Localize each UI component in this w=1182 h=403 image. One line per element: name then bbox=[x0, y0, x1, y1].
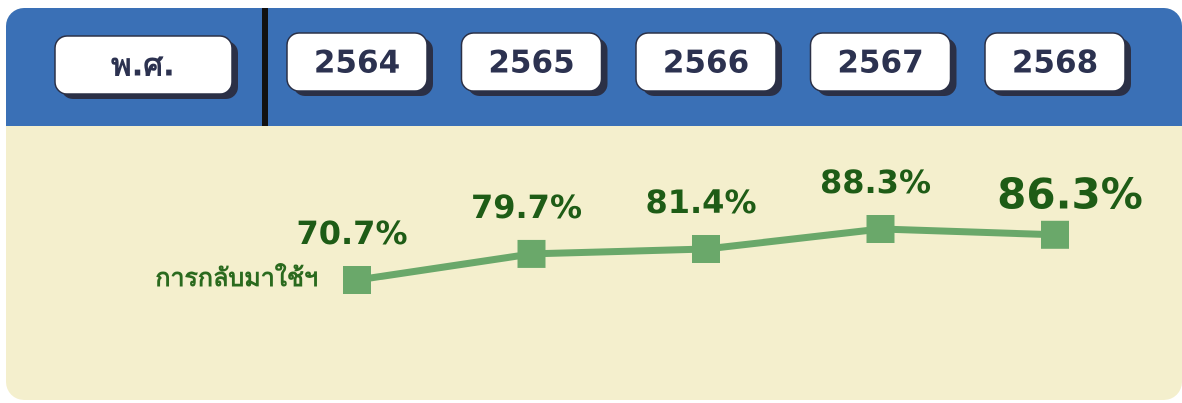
year-label: 2568 bbox=[1012, 45, 1098, 81]
marker bbox=[517, 239, 546, 268]
year-box bbox=[460, 32, 603, 92]
value-label: 81.4% bbox=[645, 183, 756, 221]
year-box bbox=[809, 32, 952, 92]
marker bbox=[866, 215, 895, 243]
header-label: พ.ศ. bbox=[111, 48, 175, 84]
year-label: 2566 bbox=[663, 45, 749, 81]
value-label: 79.7% bbox=[471, 188, 582, 226]
year-label: 2565 bbox=[488, 45, 574, 81]
marker bbox=[692, 234, 720, 263]
divider bbox=[262, 8, 268, 126]
marker bbox=[343, 266, 371, 294]
value-label: 70.7% bbox=[296, 214, 407, 252]
year-label: 2567 bbox=[837, 45, 923, 81]
value-label: 86.3% bbox=[997, 169, 1143, 218]
year-box bbox=[286, 32, 428, 92]
year-box bbox=[635, 32, 777, 92]
value-label: 88.3% bbox=[820, 163, 931, 201]
header-box bbox=[54, 35, 233, 95]
year-box bbox=[984, 32, 1126, 92]
year-label: 2564 bbox=[314, 45, 400, 81]
marker bbox=[1041, 220, 1069, 249]
series-label: การกลับมาใช้ฯ bbox=[155, 262, 318, 292]
